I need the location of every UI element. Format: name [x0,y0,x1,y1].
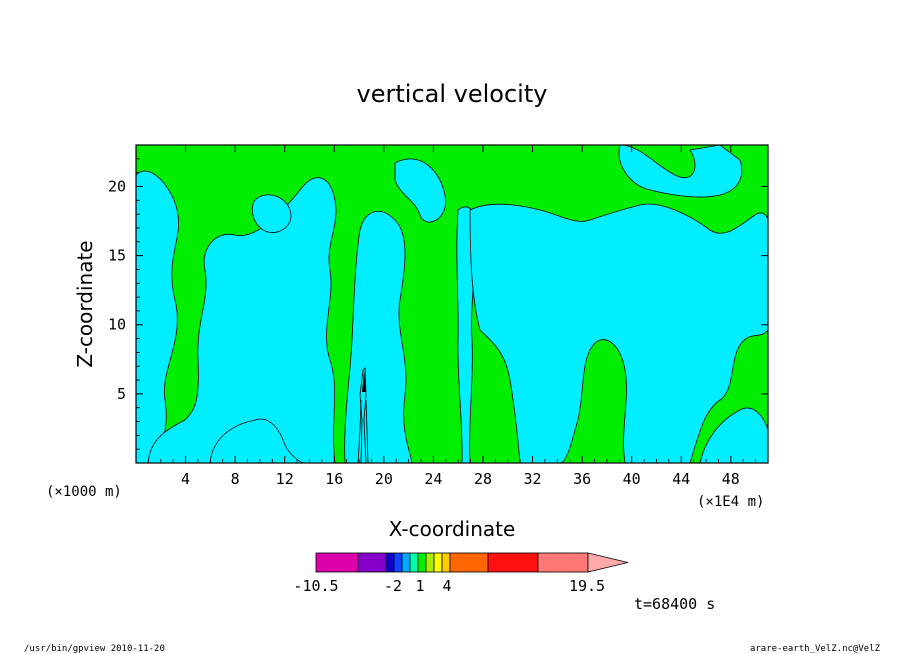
x-tick-label: 44 [672,470,690,488]
colorbar-bin [401,552,411,573]
colorbar-bin [441,552,451,573]
contour-region-negative [394,158,447,223]
contour-regions [135,144,769,464]
x-tick-label: 16 [325,470,343,488]
x-tick-label: 12 [276,470,294,488]
y-tick-label: 15 [108,247,126,265]
colorbar-bin [449,552,489,573]
x-tick-label: 4 [181,470,190,488]
y-axis-label: Z-coordinate [73,240,97,367]
x-ticks: 4 8 12 16 20 24 28 32 36 40 44 48 [147,145,757,488]
colorbar-bin [357,552,387,573]
y-tick-label: 5 [117,385,126,403]
x-tick-label: 36 [573,470,591,488]
colorbar-bin [433,552,443,573]
y-tick-label: 10 [108,316,126,334]
colorbar-bin [385,552,395,573]
x-tick-label: 48 [722,470,740,488]
colorbar-bin [409,552,419,573]
colorbar-bin [393,552,403,573]
contour-region-negative [251,194,292,233]
colorbar-labels: -10.5 -2 1 4 19.5 [293,577,605,595]
x-tick-label: 28 [474,470,492,488]
x-unit-right: (×1E4 m) [697,494,764,510]
colorbar-label: -2 [384,577,402,595]
colorbar-bin [425,552,435,573]
x-tick-label: 40 [623,470,641,488]
colorbar-label: 19.5 [569,577,605,595]
colorbar [315,552,629,573]
colorbar-label: -10.5 [293,577,338,595]
x-tick-label: 24 [424,470,442,488]
colorbar-label: 1 [415,577,424,595]
contour-region-negative [618,144,743,198]
colorbar-bin [537,552,589,573]
time-label: t=68400 s [634,595,715,613]
colorbar-bin [315,552,359,573]
updraft-core [357,367,369,464]
y-tick-label: 20 [108,177,126,195]
contour-region-negative [135,170,180,464]
footer-left: /usr/bin/gpview 2010-11-20 [24,644,165,654]
plot-frame [135,144,769,464]
y-ticks: 5 10 15 20 [108,158,768,450]
contour-region-negative [699,407,769,464]
colorbar-bin [417,552,427,573]
footer-right: arare-earth_VelZ.nc@VelZ [750,644,881,654]
x-tick-label: 8 [231,470,240,488]
x-tick-label: 20 [375,470,393,488]
x-unit-left: (×1000 m) [46,484,122,500]
colorbar-bin [487,552,539,573]
contour-region-negative [469,203,769,464]
x-tick-label: 32 [524,470,542,488]
colorbar-label: 4 [442,577,451,595]
x-axis-label: X-coordinate [389,517,516,541]
colorbar-arrow [587,552,629,573]
chart-title: vertical velocity [357,80,548,108]
